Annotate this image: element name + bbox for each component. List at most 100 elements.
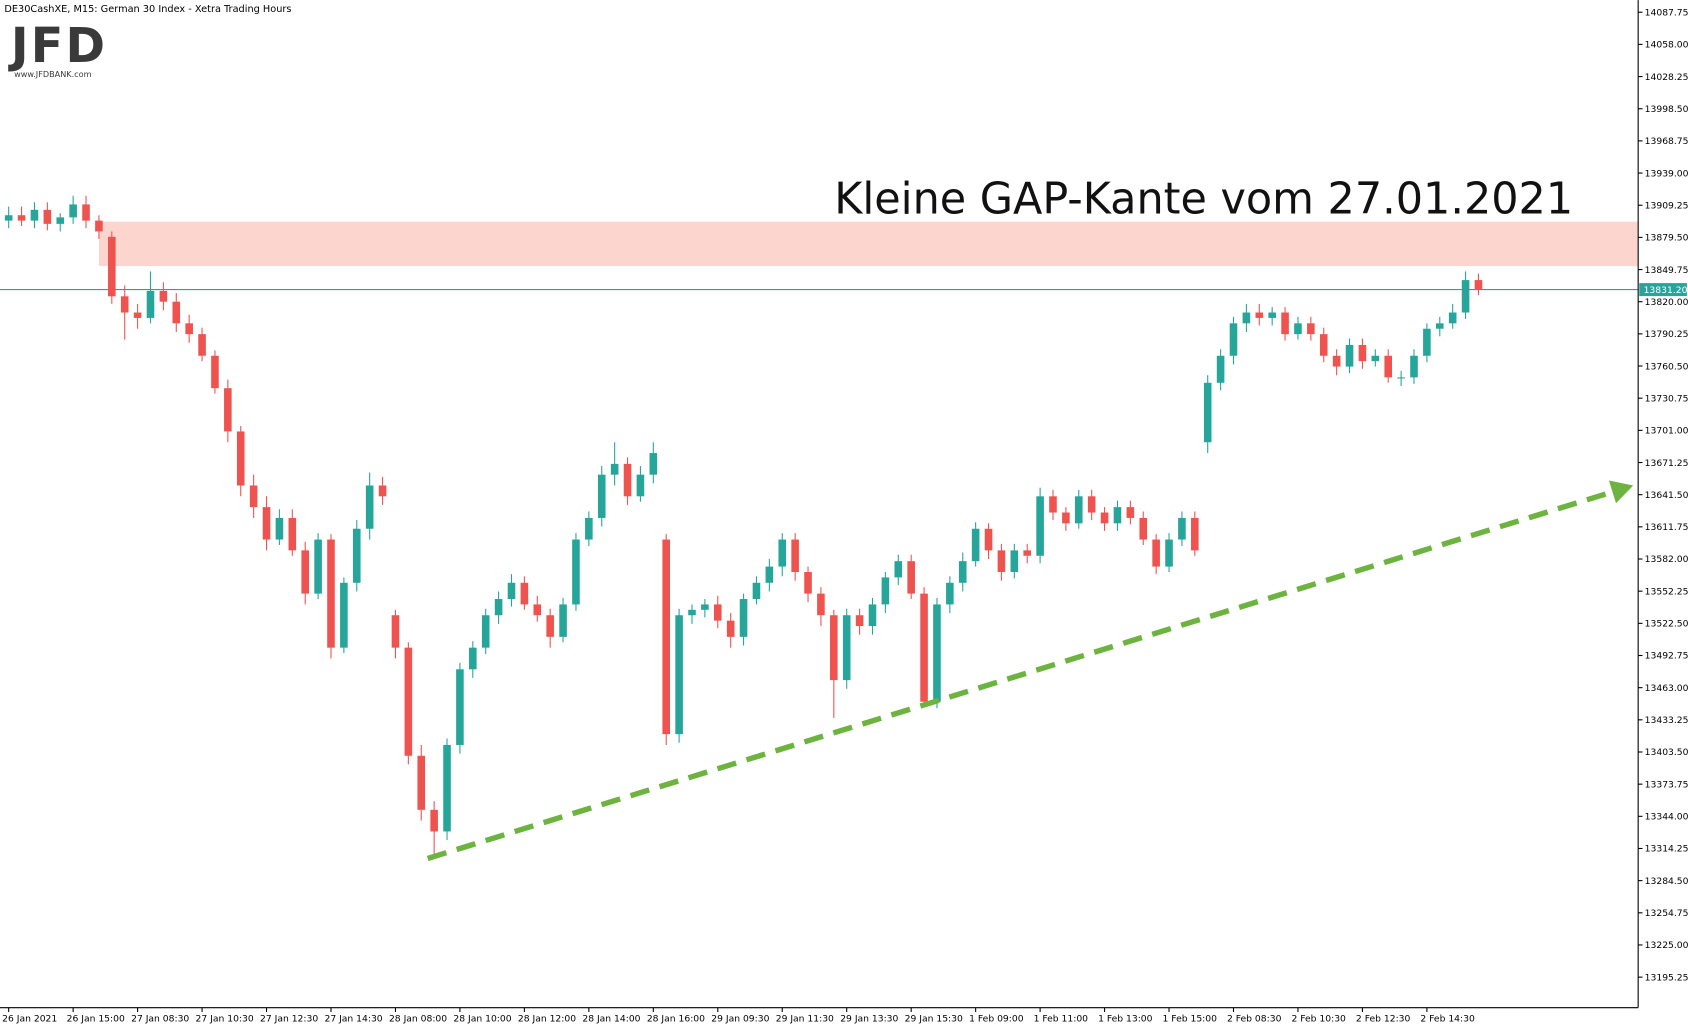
candle-body [1332,355,1341,367]
candle-body [404,647,413,756]
gap-zone [98,221,1639,267]
candle-body [443,744,451,832]
x-tick-label: 2 Feb 08:30 [1227,1014,1282,1024]
candle-body [610,463,619,475]
candle-body [1358,344,1367,362]
candle-body [378,485,387,497]
candle-body [108,236,116,297]
candle-body [1216,355,1225,383]
y-tick-label: 13254.75 [1645,908,1688,919]
y-tick-label: 13909.25 [1645,200,1688,211]
zone-layer [0,221,1639,291]
candle-body [1281,312,1289,335]
y-tick-label: 13403.50 [1645,747,1688,758]
y-tick-label: 13373.75 [1645,779,1688,790]
candle-body [327,539,335,648]
axis-layer: 14087.75 14058.00 14028.25 13998.50 13968.75… [2,7,1688,1024]
candle-body [275,517,284,540]
annotation: Kleine GAP-Kante vom 27.01.2021 [834,175,1573,225]
x-tick-label: 28 Jan 10:00 [453,1014,511,1024]
current-price-box [1639,283,1687,297]
x-tick-label: 27 Jan 12:30 [260,1014,318,1024]
candle-body [559,604,567,637]
candle-body [894,561,903,578]
candle-body [1165,539,1173,567]
candle-body [95,220,103,232]
trend-arrowhead [1608,480,1634,504]
candle-body [185,323,193,335]
candle-body [365,485,374,529]
candle-body [1023,550,1032,556]
candle-body [597,474,606,518]
y-tick-label: 13611.75 [1645,522,1688,533]
candle-body [1010,550,1019,572]
candle-body [804,571,812,594]
candle-body [456,669,464,745]
candle-body [469,647,477,670]
candle-body [1423,328,1431,356]
candle-body [1126,507,1135,518]
candle-body [1397,377,1405,379]
y-tick-label: 13760.50 [1645,361,1688,372]
x-tick-label: 1 Feb 11:00 [1034,1014,1089,1024]
candle-body [881,577,890,605]
y-tick-label: 13492.75 [1645,651,1688,662]
candle-body [971,528,980,562]
y-tick-label: 14087.75 [1645,7,1688,18]
candle-body [739,599,748,637]
candle-body [520,582,529,605]
candle-body [224,388,232,432]
candle-body [1268,312,1276,318]
candle-body [1319,334,1328,356]
candle-body [1062,512,1070,524]
x-tick-label: 29 Jan 13:30 [840,1014,898,1024]
candle-body [623,463,632,497]
candle-body [1229,323,1238,356]
y-tick-label: 13849.75 [1645,265,1688,276]
candle-body [146,290,155,318]
x-tick-label: 28 Jan 16:00 [647,1014,705,1024]
candle-body [1152,539,1160,567]
candle-body [585,517,593,540]
candle-body [417,755,426,810]
trend-line [426,489,1614,862]
marks-layer [4,195,1634,862]
candle-body [752,582,761,600]
candle-body [830,615,838,681]
candle-body [172,301,181,324]
candle-body [649,453,658,475]
candle-body [572,539,580,605]
x-tick-label: 28 Jan 14:00 [582,1014,640,1024]
candle-body [1307,323,1315,335]
candle-body [133,312,142,318]
x-tick-label: 1 Feb 09:00 [969,1014,1024,1024]
candle-body [662,539,670,735]
candle-body [4,215,13,221]
candle-body [675,615,683,735]
y-tick-label: 13820.00 [1645,297,1688,308]
candle-body [1203,382,1212,443]
x-tick-label: 1 Feb 13:00 [1098,1014,1153,1024]
candle-body [314,539,322,594]
candle-body [726,620,735,637]
candle-body [933,604,941,702]
x-tick-label: 1 Feb 15:00 [1163,1014,1218,1024]
candle-body [1191,517,1199,551]
candle-body [765,566,774,583]
x-tick-label: 27 Jan 10:30 [196,1014,254,1024]
candle-body [1113,507,1122,524]
candle-body [1435,323,1444,329]
candle-body [1371,355,1380,362]
y-tick-label: 13463.00 [1645,683,1688,694]
x-tick-label: 26 Jan 2021 [2,1014,57,1024]
candle-body [533,604,542,616]
candle-body [1461,280,1470,313]
logo: JFD [8,19,107,74]
candle-body [920,593,928,702]
candle-body [120,296,129,313]
y-tick-label: 14058.00 [1645,40,1688,51]
x-tick-label: 29 Jan 11:30 [776,1014,834,1024]
candle-body [494,599,503,616]
